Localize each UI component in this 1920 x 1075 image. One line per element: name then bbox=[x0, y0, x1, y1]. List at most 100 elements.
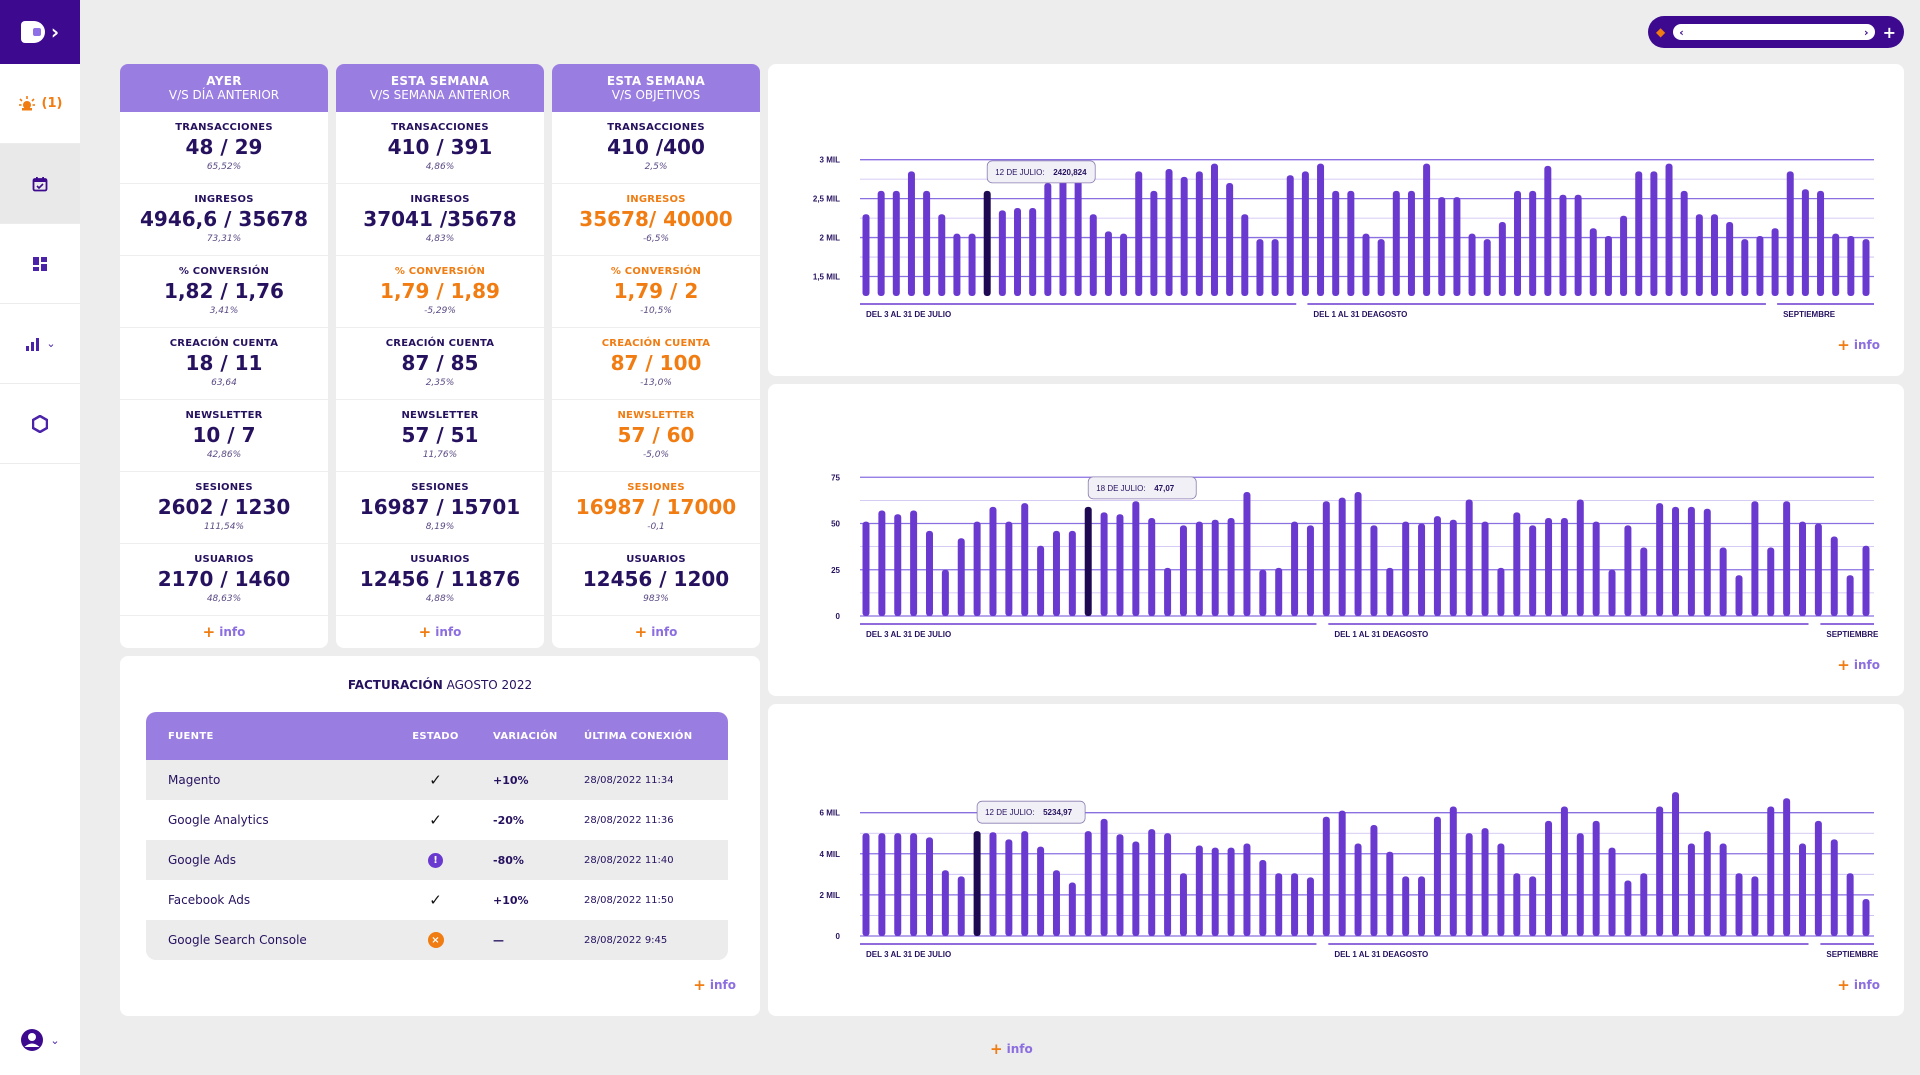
chart-bar[interactable] bbox=[892, 190, 900, 296]
chart-bar[interactable] bbox=[1560, 517, 1568, 616]
chart-bar[interactable] bbox=[1116, 514, 1124, 616]
chart-bar[interactable] bbox=[1726, 222, 1734, 296]
chart-bar[interactable] bbox=[1322, 816, 1330, 936]
chart-bar[interactable] bbox=[1392, 190, 1400, 296]
chart-bar[interactable] bbox=[1465, 499, 1473, 616]
chart-bar[interactable] bbox=[1423, 163, 1431, 296]
chart-bar[interactable] bbox=[1703, 831, 1711, 936]
chart-bar[interactable] bbox=[1687, 843, 1695, 937]
chart-bar[interactable] bbox=[1014, 207, 1022, 296]
chart-bar[interactable] bbox=[941, 870, 949, 936]
chart-bar[interactable] bbox=[1756, 236, 1764, 296]
chart-bar[interactable] bbox=[1362, 233, 1370, 296]
chevron-right-icon[interactable]: › bbox=[1864, 25, 1869, 39]
chart-bar[interactable] bbox=[1148, 517, 1156, 616]
table-row[interactable]: Google Search Console × — 28/08/2022 9:4… bbox=[146, 920, 728, 960]
chevron-left-icon[interactable]: ‹ bbox=[1679, 25, 1684, 39]
chart-bar[interactable] bbox=[878, 510, 886, 616]
chart-bar[interactable] bbox=[1559, 194, 1567, 296]
chart-bar[interactable] bbox=[1799, 521, 1807, 616]
chart-bar[interactable] bbox=[1481, 521, 1489, 616]
chart-bar[interactable] bbox=[907, 171, 915, 296]
chart-bar[interactable] bbox=[1751, 501, 1759, 616]
chart-bar[interactable] bbox=[925, 530, 933, 616]
chart-bar[interactable] bbox=[1195, 521, 1203, 616]
chart-bar[interactable] bbox=[1259, 859, 1267, 936]
chart-bar[interactable] bbox=[1830, 839, 1838, 936]
chart-bar[interactable] bbox=[1513, 512, 1521, 616]
chart-bar[interactable] bbox=[1830, 536, 1838, 616]
chart-bar[interactable] bbox=[1635, 171, 1643, 296]
chart-bar[interactable] bbox=[1814, 820, 1822, 936]
chart-bar[interactable] bbox=[1100, 818, 1108, 936]
chart-bar[interactable] bbox=[1104, 231, 1112, 296]
chart-bar[interactable] bbox=[1656, 806, 1664, 937]
chart-bar[interactable] bbox=[1370, 525, 1378, 616]
chart-bar[interactable] bbox=[1545, 820, 1553, 936]
chart-bar[interactable] bbox=[1846, 873, 1854, 936]
chart-bar[interactable] bbox=[1029, 207, 1037, 296]
chart-bar[interactable] bbox=[1608, 569, 1616, 616]
chart-bar[interactable] bbox=[1044, 183, 1052, 296]
chart-bar[interactable] bbox=[1377, 239, 1385, 296]
chart-bar[interactable] bbox=[1783, 798, 1791, 936]
chart-bar[interactable] bbox=[1132, 501, 1140, 616]
chart-bar[interactable] bbox=[1291, 521, 1299, 616]
chart-bar[interactable] bbox=[1164, 567, 1172, 616]
chart-bar[interactable] bbox=[1592, 521, 1600, 616]
chart-bar[interactable] bbox=[938, 214, 946, 296]
chart-bar[interactable] bbox=[1604, 236, 1612, 296]
chart-bar[interactable] bbox=[1672, 506, 1680, 616]
chart-bar[interactable] bbox=[1771, 228, 1779, 296]
chart-bar[interactable] bbox=[1211, 519, 1219, 616]
chart-bar[interactable] bbox=[1801, 189, 1809, 296]
chart-bar[interactable] bbox=[1370, 825, 1378, 936]
kpi-info-link[interactable]: + info bbox=[120, 616, 328, 648]
chart-bar[interactable] bbox=[1210, 163, 1218, 296]
chart-bar[interactable] bbox=[862, 521, 870, 616]
billing-info-link[interactable]: + info bbox=[693, 976, 736, 994]
chart-bar[interactable] bbox=[1037, 545, 1045, 616]
chart-info-link[interactable]: + info bbox=[1837, 656, 1880, 674]
chart-bar[interactable] bbox=[998, 210, 1006, 296]
chart-bar[interactable] bbox=[1767, 806, 1775, 937]
chart-bar[interactable] bbox=[1719, 843, 1727, 937]
chart-bar[interactable] bbox=[1354, 492, 1362, 616]
chart-bar[interactable] bbox=[1243, 492, 1251, 616]
chart-bar[interactable] bbox=[1817, 190, 1825, 296]
chart-bar[interactable] bbox=[1275, 567, 1283, 616]
nav-reports[interactable]: ⌄ bbox=[0, 304, 80, 384]
chart-bar[interactable] bbox=[923, 190, 931, 296]
chart-bar[interactable] bbox=[1608, 847, 1616, 936]
chart-bar[interactable] bbox=[1544, 165, 1552, 296]
chart-bar[interactable] bbox=[968, 233, 976, 296]
chart-bar[interactable] bbox=[1846, 575, 1854, 616]
chart-bar[interactable] bbox=[1021, 503, 1029, 616]
chart-bar[interactable] bbox=[1068, 882, 1076, 936]
chart-bar[interactable] bbox=[1402, 521, 1410, 616]
chart-bar[interactable] bbox=[1317, 163, 1325, 296]
chart-bar[interactable] bbox=[1227, 517, 1235, 616]
chart-bar[interactable] bbox=[1529, 876, 1537, 936]
col-source[interactable]: FUENTE bbox=[168, 730, 214, 742]
chart-bar[interactable] bbox=[1226, 183, 1234, 296]
chart-bar[interactable] bbox=[1402, 876, 1410, 936]
chart-bar[interactable] bbox=[1418, 523, 1426, 617]
chart-bar[interactable] bbox=[1703, 508, 1711, 616]
col-variation[interactable]: VARIACIÓN bbox=[493, 730, 558, 742]
chart-bar[interactable] bbox=[1433, 816, 1441, 936]
chart-bar[interactable] bbox=[1291, 873, 1299, 936]
nav-alerts[interactable]: (1) bbox=[0, 64, 80, 144]
kpi-info-link[interactable]: + info bbox=[552, 616, 760, 648]
chart-info-link[interactable]: + info bbox=[1837, 976, 1880, 994]
chart-bar[interactable] bbox=[1195, 845, 1203, 936]
chart-bar[interactable] bbox=[1322, 501, 1330, 616]
chart-bar[interactable] bbox=[1418, 876, 1426, 936]
chart-bar[interactable] bbox=[1592, 820, 1600, 936]
chart-bar[interactable] bbox=[1529, 190, 1537, 296]
chart-bar[interactable] bbox=[1306, 525, 1314, 616]
chart-bar[interactable] bbox=[1052, 870, 1060, 936]
chart-bar[interactable] bbox=[1560, 806, 1568, 937]
chart-bar[interactable] bbox=[1286, 175, 1294, 296]
add-range-icon[interactable]: + bbox=[1882, 22, 1896, 42]
